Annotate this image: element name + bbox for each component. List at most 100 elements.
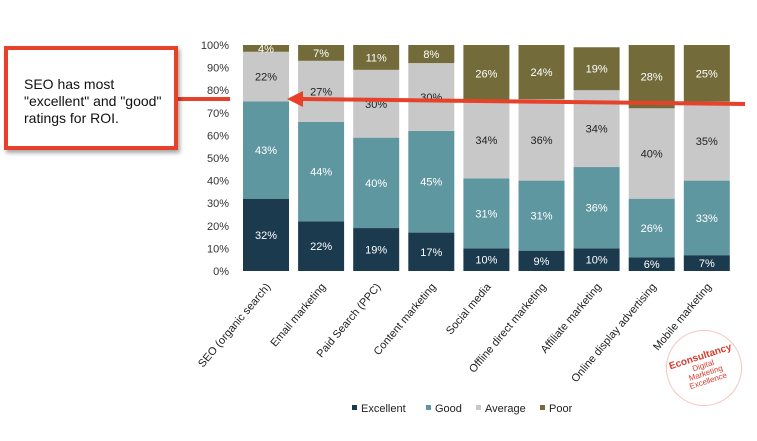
bar-segment: [573, 167, 620, 249]
bar-segment: [408, 45, 455, 64]
data-label: 19%: [586, 64, 608, 76]
bar-segment: [298, 60, 345, 122]
bar-segment: [408, 130, 455, 233]
bar-segment: [243, 101, 289, 199]
legend: Excellent Good Average Poor: [352, 403, 573, 415]
data-label: 10%: [586, 255, 608, 267]
bar-segment: [408, 63, 455, 131]
x-tick-label: Affiliate marketing: [539, 281, 604, 356]
x-tick-label: Email marketing: [269, 281, 329, 349]
x-tick-label: Content marketing: [372, 281, 439, 358]
legend-label: Poor: [549, 403, 573, 415]
callout-arrow: [178, 91, 746, 107]
data-label: 9%: [534, 256, 550, 268]
data-label: 31%: [530, 211, 552, 223]
bar-segment: [628, 198, 675, 258]
bar-segment: [628, 257, 675, 271]
legend-swatch: [540, 405, 545, 410]
x-tick-label: SEO (organic search): [196, 281, 273, 370]
data-label: 22%: [255, 72, 277, 84]
bar-segment: [683, 180, 730, 256]
data-label: 24%: [530, 67, 552, 79]
bar-segment: [573, 47, 620, 91]
legend-label: Good: [435, 403, 462, 415]
bar-segment: [683, 45, 730, 102]
y-tick-label: 90%: [207, 63, 229, 75]
y-tick-label: 50%: [207, 153, 229, 165]
data-label: 44%: [310, 167, 332, 179]
data-label: 25%: [696, 68, 718, 80]
y-tick-label: 0%: [213, 266, 229, 278]
bar-segment: [463, 101, 510, 179]
bar-segment: [353, 69, 400, 138]
bar-segment: [518, 99, 565, 181]
y-tick-label: 60%: [207, 130, 229, 142]
data-label: 31%: [475, 208, 497, 220]
y-tick-label: 40%: [207, 176, 229, 188]
bar-segment: [683, 255, 730, 271]
data-label: 35%: [696, 136, 718, 148]
bar-segment: [463, 45, 510, 102]
legend-label: Excellent: [361, 403, 406, 415]
data-label: 8%: [423, 49, 439, 61]
bar-segment: [628, 108, 675, 199]
data-label: 19%: [365, 245, 387, 257]
data-label: 40%: [641, 148, 663, 160]
legend-label: Average: [485, 403, 526, 415]
data-label: 11%: [366, 52, 387, 64]
bar-segment: [353, 228, 400, 271]
y-tick-label: 80%: [207, 85, 229, 97]
data-label: 34%: [586, 124, 608, 136]
bar-segment: [683, 101, 730, 181]
data-label: 7%: [313, 48, 329, 60]
y-axis: 0% 10% 20% 30% 40% 50% 60% 70% 80% 90% 100%: [201, 40, 229, 278]
y-tick-label: 70%: [207, 108, 229, 120]
bars-layer: 32%43%22%4%22%44%27%7%19%40%30%11%17%45%…: [243, 43, 730, 271]
data-label: 17%: [420, 247, 442, 259]
x-tick-label: Social media: [444, 281, 494, 338]
arrow-head: [287, 91, 303, 107]
bar-segment: [243, 198, 289, 271]
data-label: 36%: [530, 135, 552, 147]
bar-segment: [518, 45, 565, 100]
data-label: 22%: [310, 241, 332, 253]
data-label: 43%: [255, 145, 277, 157]
bar-segment: [463, 248, 510, 271]
y-tick-label: 30%: [207, 198, 229, 210]
data-label: 36%: [586, 203, 608, 215]
legend-swatch: [476, 405, 481, 410]
data-label: 4%: [258, 43, 274, 55]
data-label: 7%: [699, 258, 715, 270]
x-axis: SEO (organic search)Email marketingPaid …: [196, 281, 714, 385]
bar-segment: [353, 45, 400, 70]
y-tick-label: 10%: [207, 243, 229, 255]
data-label: 26%: [641, 223, 663, 235]
legend-swatch: [352, 405, 357, 410]
bar-segment: [518, 250, 565, 271]
bar-segment: [628, 45, 675, 109]
data-label: 26%: [475, 68, 497, 80]
legend-swatch: [426, 405, 431, 410]
arrow-line: [300, 97, 746, 106]
data-label: 28%: [641, 72, 663, 84]
bar-segment: [298, 221, 345, 271]
bar-segment: [573, 248, 620, 271]
bar-segment: [243, 45, 289, 52]
data-label: 45%: [420, 177, 442, 189]
callout-box: SEO has most "excellent" and "good" rati…: [4, 46, 178, 150]
bar-segment: [353, 137, 400, 229]
bar-segment: [518, 180, 565, 251]
bar-segment: [298, 121, 345, 222]
data-label: 34%: [475, 135, 497, 147]
callout-text: SEO has most "excellent" and "good" rati…: [24, 76, 162, 126]
data-label: 27%: [310, 86, 332, 98]
bar-segment: [408, 232, 455, 271]
data-label: 6%: [644, 259, 660, 271]
bar-segment: [298, 45, 345, 61]
y-tick-label: 100%: [201, 40, 229, 52]
bar-segment: [243, 51, 289, 102]
data-label: 33%: [696, 213, 718, 225]
bar-segment: [463, 178, 510, 249]
data-label: 10%: [475, 255, 497, 267]
